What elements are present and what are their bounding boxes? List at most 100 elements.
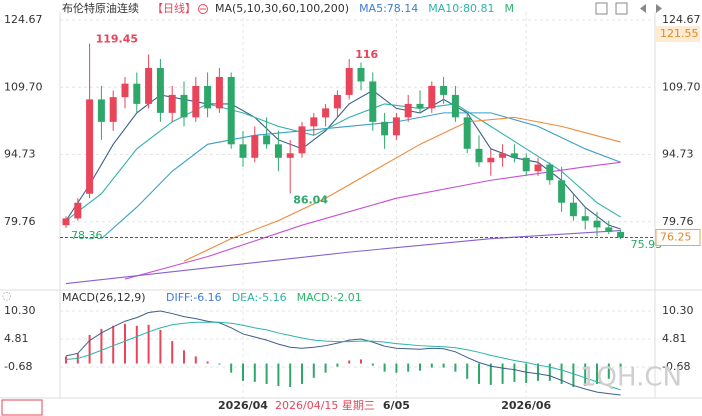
macd-bar <box>194 356 197 364</box>
y-tick-label: 10.30 <box>4 304 36 317</box>
candle-body <box>215 76 223 109</box>
legend: MA(5,10,30,60,100,200) MA5:78.14 MA10:80.8… <box>62 2 514 304</box>
macd-bar <box>324 363 327 373</box>
tool-icon[interactable] <box>656 4 662 13</box>
macd-bar <box>619 363 622 374</box>
candle-body <box>204 85 212 109</box>
low-label: 75.93 <box>631 238 663 251</box>
chart-title: 布伦特原油连续 <box>62 1 139 15</box>
zoom-icon[interactable] <box>198 4 208 14</box>
macd-legend-item: MACD:-2.01 <box>297 291 362 304</box>
tool-icon[interactable] <box>615 2 628 15</box>
candle-body <box>333 94 341 109</box>
crosshair-label: 2026/04/15 星期三 <box>275 399 375 412</box>
candle-body <box>428 85 436 109</box>
high-label: 119.45 <box>96 32 138 45</box>
candle-body <box>239 144 247 158</box>
dea-line <box>65 321 621 391</box>
macd-bar <box>478 363 480 384</box>
macd-bar <box>100 328 103 364</box>
period-label[interactable]: 【日线】 <box>152 1 196 15</box>
macd-bar <box>124 323 126 364</box>
watermark: 1QH.CN <box>580 363 682 393</box>
candle-body <box>487 157 495 163</box>
x-tick-label: 6/05 <box>383 399 410 412</box>
tool-box[interactable] <box>1 399 43 416</box>
macd-bar <box>454 363 457 372</box>
tool-icon[interactable] <box>640 4 646 13</box>
macd-bar <box>525 363 528 383</box>
macd-title: MACD(26,12,9) <box>62 291 146 304</box>
ma-line <box>183 116 621 262</box>
macd-bar <box>336 363 339 367</box>
macd-bar <box>277 363 280 386</box>
candle-body <box>569 202 577 217</box>
macd-bar <box>348 360 351 364</box>
macd-bar <box>65 356 67 364</box>
macd-bar <box>371 363 374 366</box>
candle-body <box>251 135 259 158</box>
ref-price-box <box>656 26 700 43</box>
candle-body <box>168 94 176 113</box>
high-label: 116 <box>355 48 378 61</box>
ma-line <box>124 161 621 280</box>
macd-bar <box>112 325 115 364</box>
y-tick-label: -0.68 <box>4 360 32 373</box>
candle-body <box>97 99 105 122</box>
macd-bar <box>253 363 256 382</box>
macd-bar <box>489 363 492 385</box>
candle-body <box>440 85 448 95</box>
y-tick-label-right: 94.73 <box>662 148 694 161</box>
candle-body <box>522 157 530 172</box>
toolbar <box>595 2 662 15</box>
macd-bar <box>395 363 398 373</box>
ma-line <box>101 112 621 240</box>
macd-bar <box>537 363 539 381</box>
low-label: 86.04 <box>293 194 328 207</box>
macd-bar <box>560 363 563 384</box>
macd-legend-item: DEA:-5.16 <box>232 291 287 304</box>
macd-bar <box>312 363 315 378</box>
ma-line <box>65 103 621 222</box>
y-tick-label-right: 109.70 <box>662 80 701 93</box>
macd-bar <box>171 341 174 364</box>
candle-body <box>286 153 294 158</box>
legend-item: M <box>505 2 515 15</box>
y-tick-label-right: -0.68 <box>662 360 690 373</box>
macd-bar <box>430 363 433 368</box>
y-tick-label: 109.70 <box>4 80 43 93</box>
macd-bar <box>242 363 244 381</box>
macd-bar <box>383 363 386 372</box>
macd-bar <box>88 334 91 364</box>
tool-icon[interactable] <box>595 2 608 15</box>
x-tick-label: 2026/06 <box>501 399 551 412</box>
ref-price-label: 121.55 <box>660 27 699 40</box>
candle-body <box>357 67 365 82</box>
macd-bar <box>289 363 292 387</box>
legend-item: MA5:78.14 <box>359 2 418 15</box>
y-tick-label: 79.76 <box>4 215 36 228</box>
macd-bar <box>183 350 185 364</box>
y-tick-label-right: 79.76 <box>662 215 694 228</box>
candle-body <box>86 99 94 194</box>
macd-bar <box>466 363 469 379</box>
candle-body <box>133 83 141 104</box>
last-price-label: 76.25 <box>660 231 692 244</box>
candle-body <box>581 216 589 221</box>
macd-bar <box>607 363 610 379</box>
macd-bar <box>301 363 303 384</box>
candle-body <box>227 76 235 145</box>
macd-bar <box>442 363 445 368</box>
candle-body <box>121 83 129 98</box>
candle-body <box>156 67 164 113</box>
y-tick-label: 94.73 <box>4 148 36 161</box>
macd-bar <box>230 363 233 373</box>
candle-body <box>369 81 377 122</box>
y-tick-label-right: 4.81 <box>662 332 687 345</box>
candle-body <box>451 94 459 118</box>
macd-bar <box>206 361 209 364</box>
last-price-box <box>655 229 701 247</box>
candle-body <box>546 164 554 181</box>
macd-bar <box>159 329 162 364</box>
